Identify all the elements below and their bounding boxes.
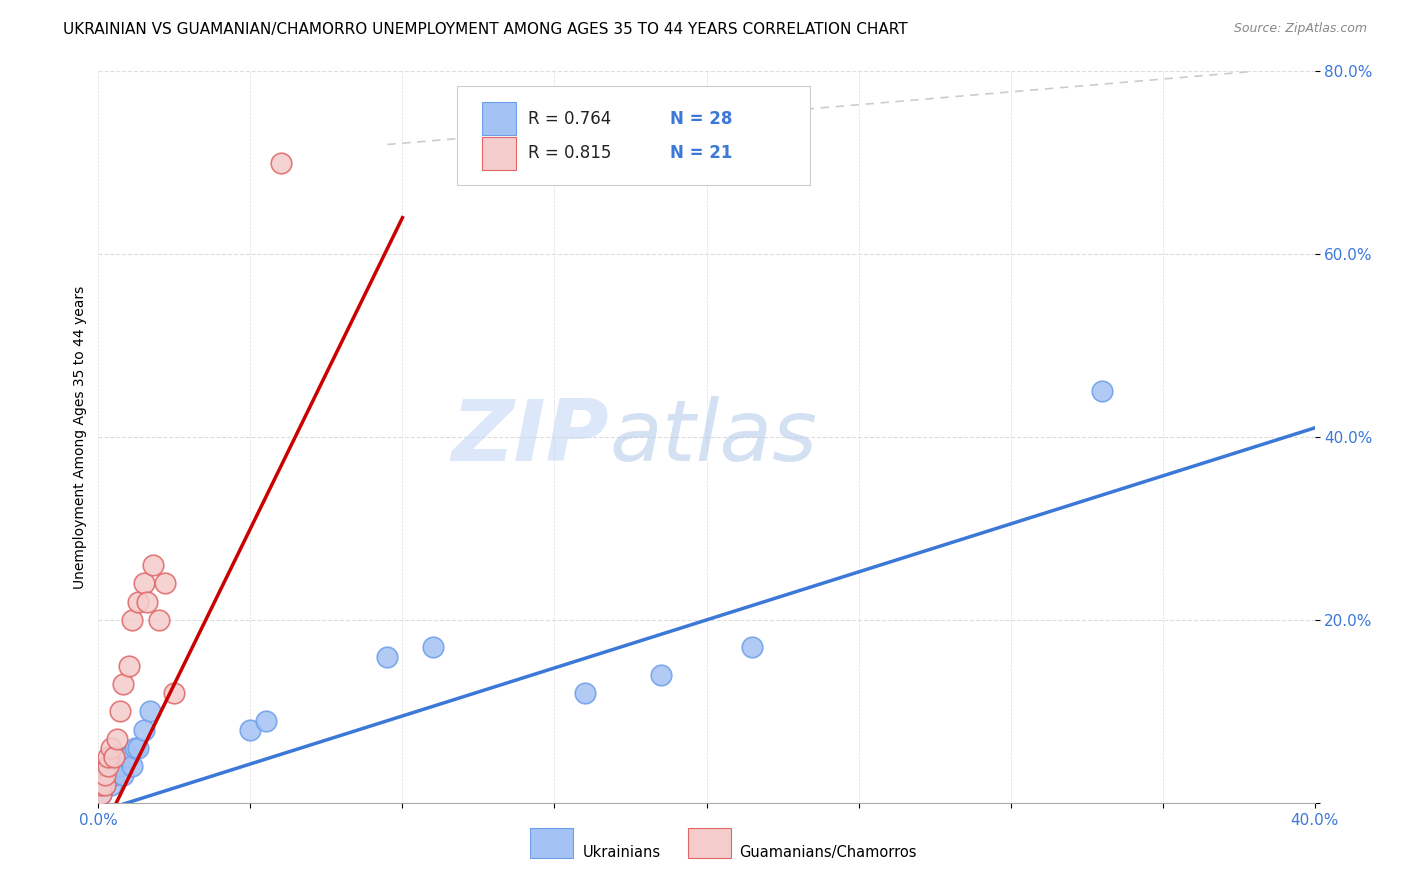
- Point: [93, 768, 115, 782]
- Point: [100, 759, 122, 773]
- Point: [254, 714, 277, 728]
- Point: [118, 658, 141, 673]
- Point: [96, 759, 118, 773]
- Text: R = 0.764: R = 0.764: [527, 110, 612, 128]
- Point: [111, 768, 134, 782]
- Point: [650, 667, 672, 681]
- Point: [121, 759, 143, 773]
- Point: [111, 677, 134, 691]
- Bar: [689, 829, 731, 858]
- Point: [103, 768, 125, 782]
- Text: Source: ZipAtlas.com: Source: ZipAtlas.com: [1233, 22, 1367, 36]
- Bar: [481, 103, 516, 136]
- Text: R = 0.815: R = 0.815: [527, 145, 612, 162]
- Point: [90, 787, 112, 801]
- Text: N = 21: N = 21: [671, 145, 733, 162]
- Point: [155, 576, 177, 591]
- Text: Guamanians/Chamorros: Guamanians/Chamorros: [740, 845, 917, 860]
- Point: [121, 613, 143, 627]
- Text: N = 28: N = 28: [671, 110, 733, 128]
- Point: [90, 778, 112, 792]
- Point: [132, 723, 155, 737]
- Point: [574, 686, 596, 700]
- FancyBboxPatch shape: [457, 86, 810, 185]
- Point: [422, 640, 444, 655]
- Point: [1091, 384, 1114, 399]
- Point: [103, 750, 125, 764]
- Text: atlas: atlas: [609, 395, 817, 479]
- Point: [96, 759, 118, 773]
- Point: [127, 740, 149, 755]
- Point: [93, 778, 115, 792]
- Point: [127, 594, 149, 608]
- Point: [90, 787, 112, 801]
- Point: [142, 558, 165, 573]
- Point: [139, 705, 162, 719]
- Point: [114, 750, 136, 764]
- Point: [124, 740, 146, 755]
- Point: [103, 750, 125, 764]
- Point: [108, 705, 131, 719]
- Point: [100, 778, 122, 792]
- Point: [96, 750, 118, 764]
- Point: [90, 778, 112, 792]
- Point: [270, 156, 292, 170]
- Point: [105, 759, 128, 773]
- Point: [741, 640, 763, 655]
- Text: ZIP: ZIP: [451, 395, 609, 479]
- Bar: [530, 829, 572, 858]
- Point: [375, 649, 398, 664]
- Text: UKRAINIAN VS GUAMANIAN/CHAMORRO UNEMPLOYMENT AMONG AGES 35 TO 44 YEARS CORRELATI: UKRAINIAN VS GUAMANIAN/CHAMORRO UNEMPLOY…: [63, 22, 908, 37]
- Point: [136, 594, 159, 608]
- Point: [100, 740, 122, 755]
- Point: [105, 731, 128, 746]
- Text: Ukrainians: Ukrainians: [582, 845, 661, 860]
- Point: [163, 686, 186, 700]
- Point: [132, 576, 155, 591]
- Point: [148, 613, 170, 627]
- Point: [108, 759, 131, 773]
- Bar: [481, 136, 516, 169]
- Point: [93, 768, 115, 782]
- Point: [93, 778, 115, 792]
- Point: [239, 723, 262, 737]
- Point: [118, 750, 141, 764]
- Point: [96, 768, 118, 782]
- Y-axis label: Unemployment Among Ages 35 to 44 years: Unemployment Among Ages 35 to 44 years: [73, 285, 87, 589]
